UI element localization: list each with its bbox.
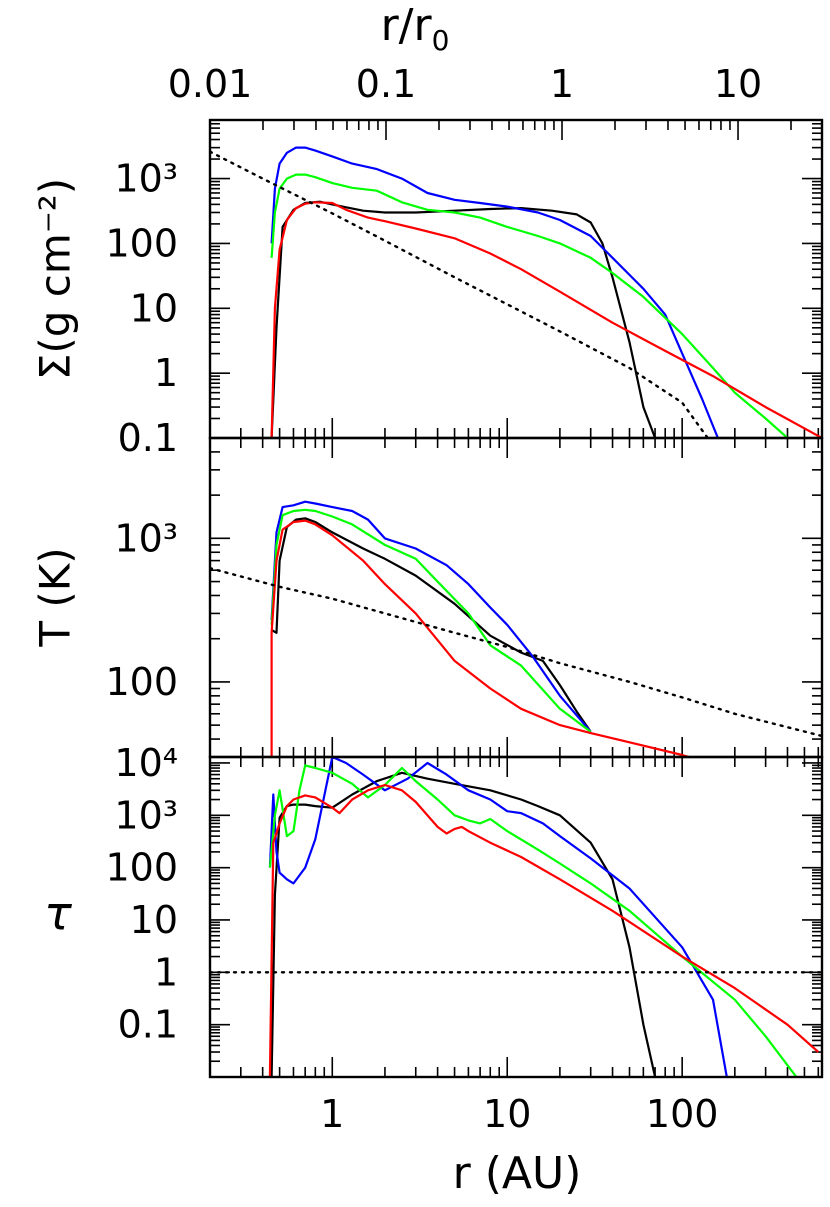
y-tick-label-tau: 10⁴ — [114, 741, 178, 785]
y-tick-label-sigma: 10 — [130, 286, 178, 330]
top-axis-label-subscript: 0 — [432, 24, 450, 57]
y-tick-label-temperature: 100 — [105, 660, 178, 704]
series-line-green-sigma — [270, 173, 789, 438]
y-tick-label-tau: 10 — [130, 898, 178, 942]
series-line-green-tau — [268, 764, 798, 1077]
y-tick-label-sigma: 1 — [154, 351, 178, 395]
panel-series-tau — [210, 757, 822, 1077]
y-tick-label-sigma: 100 — [105, 221, 178, 265]
bottom-tick-label: 1 — [320, 1092, 344, 1136]
y-tick-label-tau: 100 — [105, 846, 178, 890]
series-line-blue-temperature — [270, 500, 592, 733]
series-line-red-sigma — [270, 201, 822, 438]
top-tick-label: 0.1 — [356, 62, 416, 106]
y-tick-label-tau: 0.1 — [118, 1003, 178, 1047]
bottom-axis-label: r (AU) — [453, 1148, 582, 1199]
series-layer — [210, 146, 822, 1077]
panel-frame-tau — [208, 755, 824, 1079]
y-tick-label-tau: 10³ — [114, 793, 178, 837]
panel-series-sigma — [210, 146, 822, 438]
frame-layer — [208, 118, 824, 1079]
series-line-red-tau — [268, 783, 820, 1077]
series-line-black-sigma — [270, 200, 657, 438]
y-tick-label-temperature: 10³ — [114, 516, 178, 560]
series-line-black-temperature — [271, 517, 592, 733]
top-axis-label: r/r0 — [381, 0, 450, 57]
bottom-tick-label: 100 — [646, 1092, 719, 1136]
bottom-tick-label: 10 — [483, 1092, 531, 1136]
series-line-black-tau — [270, 771, 657, 1077]
top-tick-label: 1 — [550, 62, 574, 106]
panel-series-temperature — [210, 500, 822, 757]
top-tick-label: 10 — [714, 62, 762, 106]
y-axis-label-tau: τ — [44, 887, 72, 941]
y-axis-label-sigma: Σ(g cm⁻²) — [31, 178, 80, 380]
series-line-dotted-sigma — [210, 150, 709, 438]
top-tick-label: 0.01 — [168, 62, 253, 106]
series-line-blue-tau — [268, 757, 728, 1077]
y-tick-label-tau: 1 — [154, 950, 178, 994]
series-line-red-temperature — [270, 519, 693, 757]
panel-frame-temperature — [208, 436, 824, 759]
tick-layer — [209, 119, 823, 1078]
y-axis-label-temperature: T (K) — [31, 547, 80, 647]
series-line-blue-sigma — [270, 146, 719, 438]
series-line-green-temperature — [270, 508, 592, 733]
panel-frame-sigma — [208, 118, 824, 440]
y-tick-label-sigma: 0.1 — [118, 416, 178, 460]
series-line-dotted-temperature — [210, 567, 822, 738]
y-tick-label-sigma: 10³ — [114, 157, 178, 201]
